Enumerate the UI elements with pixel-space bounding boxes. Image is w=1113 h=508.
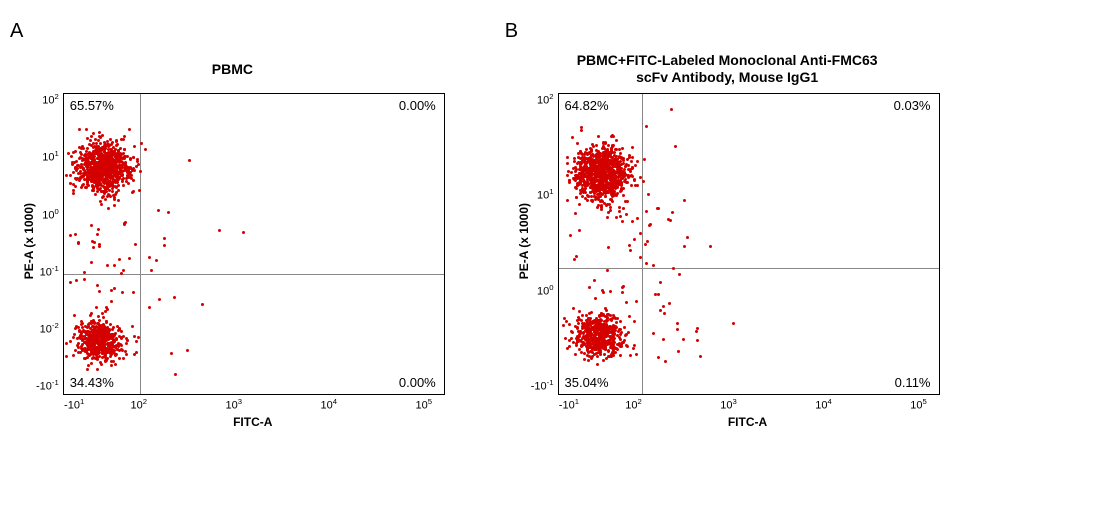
quadrant-line-h-B [559, 268, 939, 269]
quadrant-line-v-A [140, 94, 141, 394]
y-tick: 102 [531, 93, 554, 107]
y-axis-label-A: PE-A (x 1000) [20, 203, 36, 279]
chart-wrap-B: PE-A (x 1000) 102 101 100 -10-1 64.82% 0.03… [515, 93, 940, 429]
y-tick: 100 [531, 284, 554, 298]
quadrant-UL-B: 64.82% [565, 98, 609, 113]
chart-title-B: PBMC+FITC-Labeled Monoclonal Anti-FMC63s… [515, 49, 940, 89]
x-tick: 105 [910, 397, 927, 412]
quadrant-LR-A: 0.00% [399, 375, 436, 390]
x-tick: -101 [559, 397, 579, 412]
x-tick: 104 [320, 397, 337, 412]
x-ticks-B: -101 102 103 104 105 [558, 395, 938, 415]
x-ticks-A: -101 102 103 104 105 [63, 395, 443, 415]
y-tick: 10-1 [36, 265, 59, 279]
panels-row: A PBMC PE-A (x 1000) 10210110010-110-2-1… [20, 20, 1093, 429]
quadrant-line-v-B [642, 94, 643, 394]
x-tick: 102 [130, 397, 147, 412]
panel-B: B PBMC+FITC-Labeled Monoclonal Anti-FMC6… [515, 20, 940, 429]
y-tick: 101 [531, 188, 554, 202]
y-ticks-B: 102 101 100 -10-1 [531, 93, 558, 393]
y-tick: 100 [36, 208, 59, 222]
panel-letter-B: B [505, 20, 940, 43]
x-axis-label-A: FITC-A [63, 415, 443, 429]
quadrant-UR-A: 0.00% [399, 98, 436, 113]
x-axis-label-B: FITC-A [558, 415, 938, 429]
quadrant-LL-B: 35.04% [565, 375, 609, 390]
chart-title-A: PBMC [20, 49, 445, 89]
y-tick: 102 [36, 93, 59, 107]
plot-area-A: 65.57% 0.00% 34.43% 0.00% [63, 93, 445, 395]
x-tick: 105 [415, 397, 432, 412]
y-axis-label-B: PE-A (x 1000) [515, 203, 531, 279]
quadrant-UL-A: 65.57% [70, 98, 114, 113]
x-tick: -101 [64, 397, 84, 412]
y-ticks-A: 102 101 100 10-1 10-2 -10-1 [36, 93, 63, 393]
panel-A: A PBMC PE-A (x 1000) 10210110010-110-2-1… [20, 20, 445, 429]
x-tick: 103 [225, 397, 242, 412]
panel-letter-A: A [10, 20, 445, 43]
quadrant-LR-B: 0.11% [895, 375, 931, 390]
x-tick: 103 [720, 397, 737, 412]
chart-wrap-A: PE-A (x 1000) 102 101 100 10-1 10-2 -10-1 65.… [20, 93, 445, 429]
x-tick: 104 [815, 397, 832, 412]
y-tick: 10-2 [36, 322, 59, 336]
quadrant-UR-B: 0.03% [894, 98, 931, 113]
plot-area-B: 64.82% 0.03% 35.04% 0.11% [558, 93, 940, 395]
y-tick: -10-1 [36, 379, 59, 393]
y-tick: 101 [36, 150, 59, 164]
y-tick: -10-1 [531, 379, 554, 393]
quadrant-LL-A: 34.43% [70, 375, 114, 390]
x-tick: 102 [625, 397, 642, 412]
